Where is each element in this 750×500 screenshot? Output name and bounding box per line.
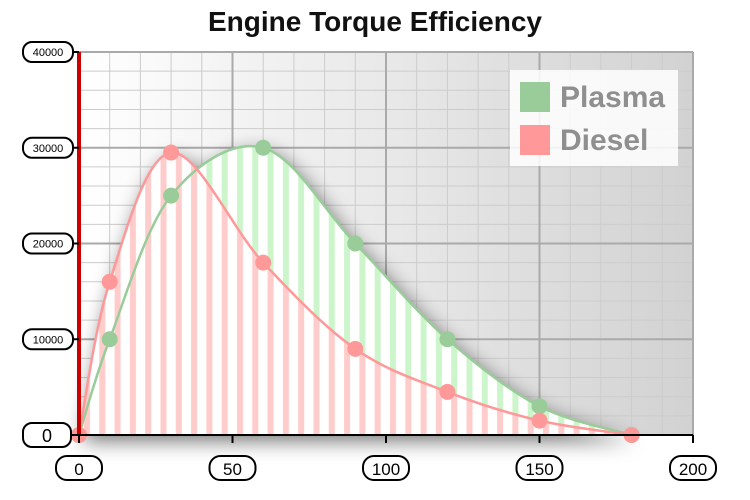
y-tick-label: 30000	[33, 143, 64, 155]
plasma-point	[101, 331, 118, 348]
x-tick-badge	[55, 455, 103, 481]
y-tick-badge	[22, 422, 72, 448]
diesel-point	[531, 412, 548, 429]
y-tick-badge	[22, 41, 74, 63]
plasma-point	[347, 235, 364, 252]
y-tick-label: 20000	[33, 239, 64, 251]
diesel-point	[255, 254, 272, 271]
diesel-point	[163, 144, 180, 161]
diesel-area	[79, 152, 632, 436]
legend-swatch-diesel	[520, 125, 550, 155]
x-tick-badge	[208, 455, 257, 481]
x-tick-label: 0	[74, 460, 83, 479]
legend-label-diesel: Diesel	[560, 124, 648, 157]
y-tick-label: 10000	[33, 334, 64, 346]
x-tick-badge	[362, 455, 410, 481]
plasma-point	[531, 398, 548, 415]
y-tick-badge	[22, 232, 74, 255]
diesel-point	[347, 340, 364, 357]
plasma-point	[439, 331, 456, 348]
y-tick-badge	[22, 328, 74, 351]
y-axis-ticks: 0 10000 20000 30000 40000	[22, 41, 79, 448]
x-tick-label: 200	[679, 460, 707, 479]
plasma-point	[255, 139, 272, 156]
diesel-point	[101, 273, 118, 290]
legend-swatch-plasma	[520, 82, 550, 112]
y-tick-badge	[22, 136, 74, 159]
x-tick-label: 100	[372, 460, 400, 479]
chart-title: Engine Torque Efficiency	[208, 6, 542, 37]
x-tick-badge	[669, 455, 717, 481]
diesel-point	[439, 383, 456, 400]
series-points	[71, 139, 640, 443]
x-tick-badge	[515, 455, 564, 481]
plasma-line	[77, 145, 632, 437]
legend-label-plasma: Plasma	[560, 81, 665, 114]
y-tick-label: 0	[42, 426, 52, 446]
x-axis-ticks: 0 50 100 150 200	[55, 435, 717, 481]
plasma-point	[163, 187, 180, 204]
y-tick-label: 40000	[33, 47, 64, 59]
x-tick-label: 50	[223, 460, 242, 479]
legend: Plasma Diesel	[510, 70, 678, 166]
x-tick-label: 150	[525, 460, 553, 479]
series-areas	[79, 146, 632, 436]
